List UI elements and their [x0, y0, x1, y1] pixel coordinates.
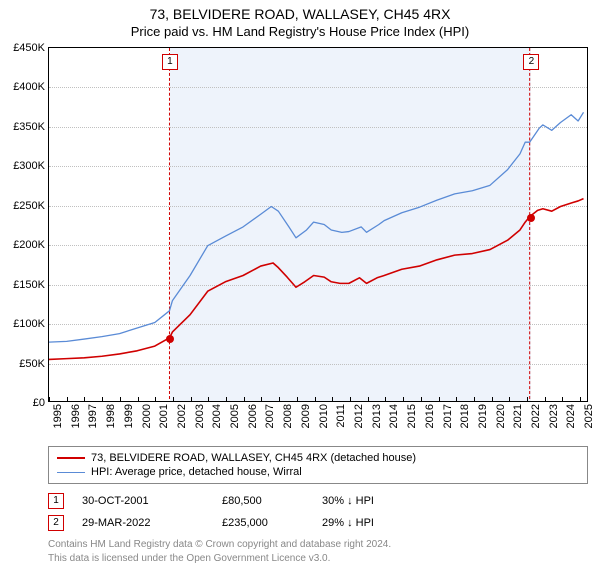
y-tick-label: £350K: [13, 121, 45, 133]
x-tick-label: 2016: [424, 404, 436, 428]
x-tick-label: 2011: [335, 404, 347, 428]
legend: 73, BELVIDERE ROAD, WALLASEY, CH45 4RX (…: [48, 446, 588, 484]
series-line: [49, 112, 584, 342]
x-tick-label: 1998: [105, 404, 117, 428]
sale-marker-flag: 1: [162, 54, 178, 70]
legend-swatch: [57, 457, 85, 459]
x-axis-labels: 1995 1996 1997 1998 1999 2000 2001 2002 2003 2004…: [48, 402, 588, 440]
y-tick-label: £450K: [13, 42, 45, 54]
sale-price: £235,000: [222, 517, 322, 529]
sale-markers-table: 1 30-OCT-2001 £80,500 30% ↓ HPI 2 29-MAR…: [48, 490, 588, 534]
plot-area: £0£50K£100K£150K£200K£250K£300K£350K£400…: [48, 47, 588, 402]
x-tick-label: 2017: [442, 404, 454, 428]
x-tick-label: 2024: [565, 404, 577, 428]
sale-marker-dot: [166, 335, 174, 343]
y-tick-label: £250K: [13, 200, 45, 212]
title-block: 73, BELVIDERE ROAD, WALLASEY, CH45 4RX P…: [0, 0, 600, 39]
sale-diff: 29% ↓ HPI: [322, 517, 588, 529]
x-tick-label: 2010: [318, 404, 330, 428]
x-tick-label: 2005: [229, 404, 241, 428]
y-tick-label: £400K: [13, 81, 45, 93]
footer-line: This data is licensed under the Open Gov…: [48, 552, 588, 566]
legend-swatch: [57, 472, 85, 473]
x-tick-label: 2018: [459, 404, 471, 428]
x-tick-label: 1995: [52, 404, 64, 428]
x-tick-label: 2015: [406, 404, 418, 428]
x-tick-label: 2019: [477, 404, 489, 428]
x-tick-label: 2020: [495, 404, 507, 428]
chart-container: 73, BELVIDERE ROAD, WALLASEY, CH45 4RX P…: [0, 0, 600, 565]
y-tick-label: £200K: [13, 239, 45, 251]
x-tick-label: 2023: [548, 404, 560, 428]
sale-price: £80,500: [222, 495, 322, 507]
sale-row: 1 30-OCT-2001 £80,500 30% ↓ HPI: [48, 490, 588, 512]
x-tick-label: 2001: [158, 404, 170, 428]
x-tick-label: 2003: [194, 404, 206, 428]
chart-svg: [49, 48, 587, 401]
x-tick-label: 2008: [282, 404, 294, 428]
legend-label: HPI: Average price, detached house, Wirr…: [91, 466, 302, 478]
x-tick-label: 2009: [300, 404, 312, 428]
sale-date: 30-OCT-2001: [82, 495, 222, 507]
sale-diff: 30% ↓ HPI: [322, 495, 588, 507]
sale-date: 29-MAR-2022: [82, 517, 222, 529]
x-tick-label: 2006: [247, 404, 259, 428]
x-tick-label: 2022: [530, 404, 542, 428]
chart-title: 73, BELVIDERE ROAD, WALLASEY, CH45 4RX: [0, 6, 600, 22]
legend-item: 73, BELVIDERE ROAD, WALLASEY, CH45 4RX (…: [57, 451, 579, 465]
y-tick-label: £100K: [13, 318, 45, 330]
x-tick-label: 2000: [141, 404, 153, 428]
y-tick-label: £0: [33, 397, 45, 409]
y-tick-label: £150K: [13, 279, 45, 291]
sale-marker-box: 2: [48, 515, 64, 531]
y-tick-label: £300K: [13, 160, 45, 172]
x-tick-label: 2002: [176, 404, 188, 428]
sale-row: 2 29-MAR-2022 £235,000 29% ↓ HPI: [48, 512, 588, 534]
chart-subtitle: Price paid vs. HM Land Registry's House …: [0, 24, 600, 39]
x-tick-label: 1997: [87, 404, 99, 428]
x-tick-label: 2025: [583, 404, 595, 428]
legend-label: 73, BELVIDERE ROAD, WALLASEY, CH45 4RX (…: [91, 452, 416, 464]
x-tick-label: 2013: [371, 404, 383, 428]
x-tick-label: 2012: [353, 404, 365, 428]
sale-marker-dot: [527, 214, 535, 222]
x-tick-label: 1996: [70, 404, 82, 428]
x-tick-label: 2021: [512, 404, 524, 428]
legend-item: HPI: Average price, detached house, Wirr…: [57, 465, 579, 479]
sale-marker-box: 1: [48, 493, 64, 509]
footer-line: Contains HM Land Registry data © Crown c…: [48, 538, 588, 552]
x-tick-label: 2014: [388, 404, 400, 428]
footer: Contains HM Land Registry data © Crown c…: [48, 538, 588, 565]
sale-marker-flag: 2: [523, 54, 539, 70]
x-tick-label: 1999: [123, 404, 135, 428]
y-tick-label: £50K: [19, 358, 45, 370]
x-tick-label: 2007: [264, 404, 276, 428]
x-tick-label: 2004: [211, 404, 223, 428]
